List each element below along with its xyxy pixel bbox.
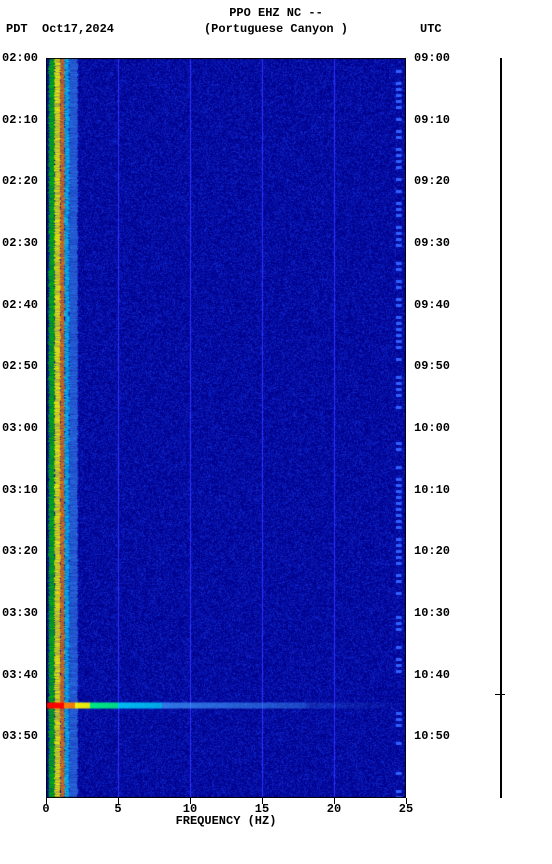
right-time-tick: 10:30	[414, 606, 450, 620]
colorbar-line	[500, 58, 502, 798]
right-time-tick: 09:50	[414, 359, 450, 373]
left-time-tick: 02:30	[2, 236, 38, 250]
left-time-tick: 02:10	[2, 113, 38, 127]
right-time-tick: 10:10	[414, 483, 450, 497]
spectrogram-page: PPO EHZ NC -- (Portuguese Canyon ) PDT O…	[0, 0, 552, 864]
left-time-tick: 03:30	[2, 606, 38, 620]
left-time-tick: 03:20	[2, 544, 38, 558]
left-time-tick: 03:00	[2, 421, 38, 435]
right-time-tick: 09:20	[414, 174, 450, 188]
right-time-tick: 09:00	[414, 51, 450, 65]
station-title: PPO EHZ NC --	[0, 6, 552, 20]
left-time-tick: 02:00	[2, 51, 38, 65]
left-time-tick: 02:40	[2, 298, 38, 312]
x-axis-title: FREQUENCY (HZ)	[46, 814, 406, 828]
right-time-tick: 09:30	[414, 236, 450, 250]
tz-right-label: UTC	[420, 22, 442, 36]
left-time-tick: 03:50	[2, 729, 38, 743]
right-time-tick: 09:40	[414, 298, 450, 312]
right-time-tick: 10:50	[414, 729, 450, 743]
right-time-tick: 10:20	[414, 544, 450, 558]
right-time-tick: 10:00	[414, 421, 450, 435]
tz-left-label: PDT	[6, 22, 28, 36]
date-label: Oct17,2024	[42, 22, 114, 36]
left-time-tick: 03:10	[2, 483, 38, 497]
right-time-tick: 09:10	[414, 113, 450, 127]
spectrogram-plot	[46, 58, 406, 798]
left-time-tick: 03:40	[2, 668, 38, 682]
spectrogram-canvas	[46, 58, 406, 798]
colorbar-tick	[495, 694, 505, 695]
right-time-tick: 10:40	[414, 668, 450, 682]
left-time-tick: 02:20	[2, 174, 38, 188]
left-time-tick: 02:50	[2, 359, 38, 373]
